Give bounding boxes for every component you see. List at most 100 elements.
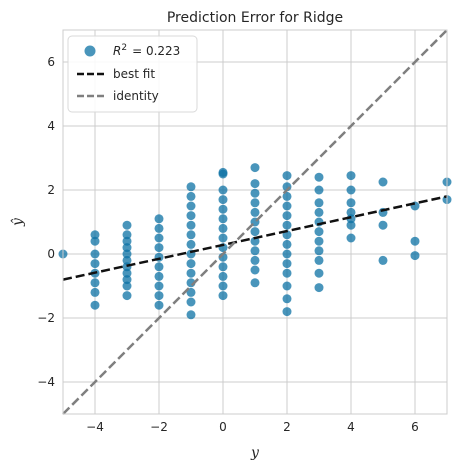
scatter-point xyxy=(122,236,132,246)
scatter-point xyxy=(250,188,260,198)
scatter-point xyxy=(250,246,260,256)
scatter-point xyxy=(250,265,260,275)
scatter-point xyxy=(186,220,196,230)
scatter-point xyxy=(154,291,164,301)
scatter-point xyxy=(346,198,356,208)
legend-r2-label: R2 = 0.223 xyxy=(113,43,180,58)
scatter-point xyxy=(250,255,260,265)
scatter-point xyxy=(122,243,132,253)
scatter-point xyxy=(282,307,292,317)
y-tick-label: −4 xyxy=(37,375,55,389)
scatter-point xyxy=(218,195,228,205)
scatter-point xyxy=(250,278,260,288)
scatter-point xyxy=(218,169,228,179)
plot-frame xyxy=(62,29,448,415)
x-tick-label: 0 xyxy=(219,420,227,434)
x-axis-label: y xyxy=(250,445,260,461)
scatter-point xyxy=(90,278,100,288)
scatter-point xyxy=(314,227,324,237)
tick-labels: −4 −2 0 2 4 6 −4 −2 0 2 4 6 xyxy=(37,55,419,434)
scatter-point xyxy=(218,214,228,224)
scatter-point xyxy=(282,294,292,304)
scatter-point xyxy=(218,204,228,214)
scatter-point xyxy=(314,198,324,208)
scatter-point xyxy=(154,262,164,272)
legend-identity-label: identity xyxy=(113,89,159,103)
scatter-point xyxy=(90,236,100,246)
scatter-point xyxy=(186,310,196,320)
scatter-point xyxy=(218,281,228,291)
scatter-point xyxy=(250,198,260,208)
scatter-point xyxy=(154,233,164,243)
scatter-point xyxy=(314,236,324,246)
scatter-point xyxy=(282,201,292,211)
legend-r2-superscript: 2 xyxy=(121,43,127,53)
chart-title: Prediction Error for Ridge xyxy=(167,10,343,26)
scatter-point xyxy=(282,220,292,230)
scatter-point xyxy=(218,233,228,243)
scatter-point xyxy=(90,300,100,310)
scatter-point xyxy=(218,291,228,301)
scatter-point xyxy=(122,291,132,301)
scatter-point xyxy=(122,281,132,291)
scatter-point xyxy=(154,271,164,281)
scatter-point xyxy=(346,207,356,217)
scatter-point xyxy=(186,239,196,249)
scatter-point xyxy=(250,227,260,237)
x-tick-label: 4 xyxy=(347,420,355,434)
scatter-point xyxy=(186,268,196,278)
y-tick-label: −2 xyxy=(37,311,55,325)
scatter-point xyxy=(346,233,356,243)
scatter-point xyxy=(122,275,132,285)
legend-box xyxy=(67,35,198,113)
scatter-point xyxy=(186,201,196,211)
scatter-point xyxy=(218,185,228,195)
scatter-point xyxy=(122,268,132,278)
x-tick-label: −4 xyxy=(86,420,104,434)
scatter-point xyxy=(122,220,132,230)
scatter-point xyxy=(154,300,164,310)
scatter-point xyxy=(378,220,388,230)
scatter-point xyxy=(186,191,196,201)
scatter-point xyxy=(314,255,324,265)
scatter-point xyxy=(154,281,164,291)
scatter-point xyxy=(346,185,356,195)
scatter-point xyxy=(314,283,324,293)
scatter-point xyxy=(314,268,324,278)
legend: R2 = 0.223 best fit identity xyxy=(67,35,198,113)
scatter-point xyxy=(186,259,196,269)
scatter-point xyxy=(122,249,132,259)
scatter-point xyxy=(410,251,420,261)
y-tick-label: 0 xyxy=(47,247,55,261)
scatter-point xyxy=(282,259,292,269)
scatter-point xyxy=(154,243,164,253)
scatter-points xyxy=(58,29,452,415)
scatter-point xyxy=(90,230,100,240)
legend-best-fit-label: best fit xyxy=(113,67,155,81)
scatter-point xyxy=(346,220,356,230)
scatter-point xyxy=(186,182,196,192)
y-tick-label: 2 xyxy=(47,183,55,197)
scatter-point xyxy=(282,211,292,221)
y-axis-label: ŷ xyxy=(9,217,26,227)
scatter-point xyxy=(90,259,100,269)
scatter-point xyxy=(282,171,292,181)
scatter-point xyxy=(314,172,324,182)
scatter-point xyxy=(314,207,324,217)
x-tick-label: −2 xyxy=(150,420,168,434)
scatter-point xyxy=(90,249,100,259)
y-tick-label: 4 xyxy=(47,119,55,133)
x-tick-label: 2 xyxy=(283,420,291,434)
scatter-point xyxy=(90,287,100,297)
legend-r2-symbol: R xyxy=(113,44,121,58)
x-tick-label: 6 xyxy=(411,420,419,434)
scatter-point xyxy=(122,230,132,240)
scatter-point xyxy=(186,230,196,240)
scatter-point xyxy=(186,211,196,221)
scatter-point xyxy=(186,287,196,297)
scatter-point xyxy=(282,249,292,259)
scatter-point xyxy=(410,236,420,246)
scatter-point xyxy=(154,223,164,233)
scatter-point xyxy=(282,268,292,278)
scatter-point xyxy=(250,236,260,246)
